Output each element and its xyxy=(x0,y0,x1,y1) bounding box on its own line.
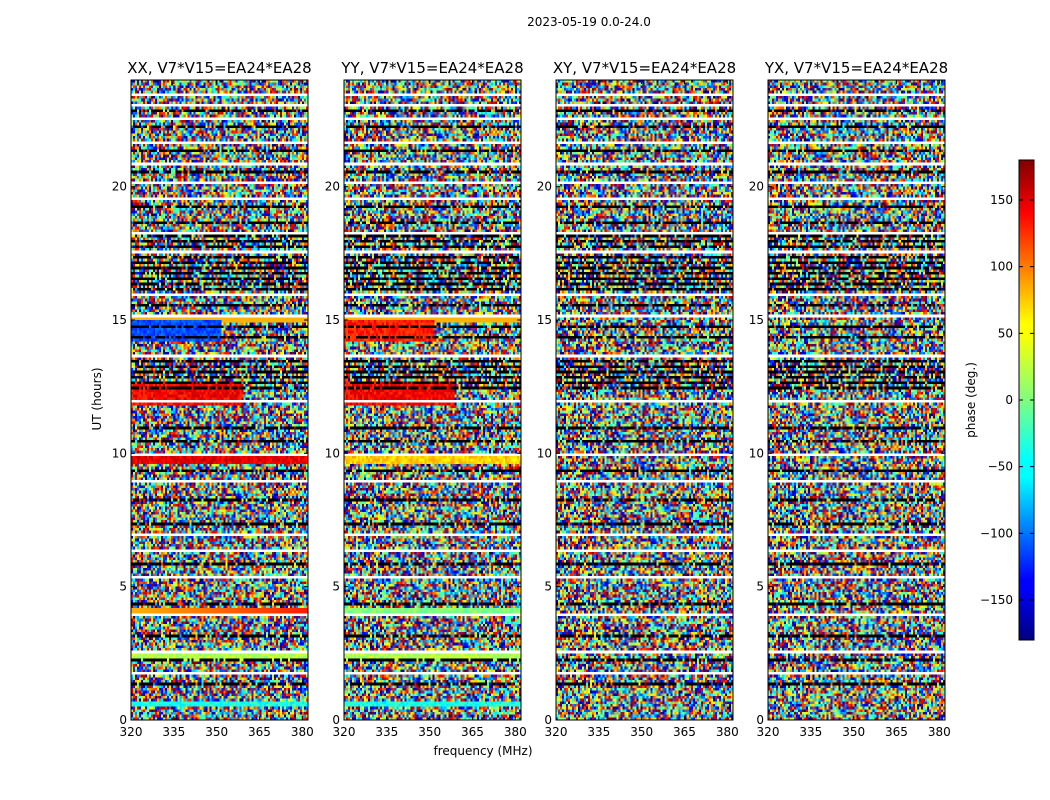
x-tick-label: 335 xyxy=(375,725,398,739)
x-tick-label: 320 xyxy=(545,725,568,739)
panels: XX, V7*V15=EA24*EA28 320 335 350 365 380 0 5 10 1… xyxy=(112,59,951,739)
x-tick-label: 365 xyxy=(248,725,271,739)
colorbar-tick-label: 0 xyxy=(1005,393,1013,407)
y-tick-label: 5 xyxy=(332,580,340,594)
colorbar-ticks: 150 100 50 0 −50 −100 −150 xyxy=(980,193,1034,607)
x-tick-label: 365 xyxy=(885,725,908,739)
x-tick-label: 350 xyxy=(842,725,865,739)
x-tick-label: 365 xyxy=(673,725,696,739)
heatmap-image xyxy=(556,80,733,720)
axes-frame xyxy=(130,79,309,721)
y-tick-label: 10 xyxy=(537,446,552,460)
x-axis-label: frequency (MHz) xyxy=(433,744,532,758)
y-tick-label: 5 xyxy=(119,580,127,594)
panel-xx: XX, V7*V15=EA24*EA28 320 335 350 365 380 0 5 10 1… xyxy=(112,59,314,739)
heatmap-image xyxy=(344,80,521,720)
axes-frame xyxy=(343,79,522,721)
x-tick-label: 380 xyxy=(716,725,739,739)
colorbar-tick-label: −50 xyxy=(988,460,1013,474)
y-tick-label: 5 xyxy=(544,580,552,594)
colorbar-tick-label: −100 xyxy=(980,526,1013,540)
x-tick-label: 350 xyxy=(418,725,441,739)
y-tick-label: 0 xyxy=(756,713,764,727)
colorbar-label: phase (deg.) xyxy=(964,362,978,438)
y-tick-label: 20 xyxy=(325,180,340,194)
axes-frame xyxy=(767,79,946,721)
panel-title: XY, V7*V15=EA24*EA28 xyxy=(553,59,736,77)
y-axis-label: UT (hours) xyxy=(90,367,104,430)
x-tick-label: 350 xyxy=(630,725,653,739)
panel-yy: YY, V7*V15=EA24*EA28 320 335 350 365 380 0 5 10 1… xyxy=(325,59,527,739)
x-tick-label: 320 xyxy=(757,725,780,739)
panel-xy: XY, V7*V15=EA24*EA28 320 335 350 365 380 0 5 10 1… xyxy=(537,59,739,739)
y-tick-label: 20 xyxy=(749,180,764,194)
panel-title: YY, V7*V15=EA24*EA28 xyxy=(340,59,523,77)
panel-title: YX, V7*V15=EA24*EA28 xyxy=(764,59,948,77)
colorbar-tick-label: 50 xyxy=(998,326,1013,340)
x-tick-label: 365 xyxy=(461,725,484,739)
y-tick-label: 15 xyxy=(325,313,340,327)
y-tick-label: 15 xyxy=(537,313,552,327)
y-tick-label: 15 xyxy=(749,313,764,327)
y-tick-label: 20 xyxy=(537,180,552,194)
y-tick-label: 0 xyxy=(332,713,340,727)
axes-frame xyxy=(555,79,734,721)
x-tick-label: 380 xyxy=(928,725,951,739)
x-tick-label: 350 xyxy=(205,725,228,739)
y-tick-label: 10 xyxy=(749,446,764,460)
y-tick-label: 5 xyxy=(756,580,764,594)
y-tick-label: 0 xyxy=(119,713,127,727)
heatmap-image xyxy=(131,80,308,720)
y-tick-label: 20 xyxy=(112,180,127,194)
y-tick-label: 10 xyxy=(325,446,340,460)
y-tick-label: 15 xyxy=(112,313,127,327)
x-tick-label: 320 xyxy=(120,725,143,739)
colorbar-tick-label: −150 xyxy=(980,593,1013,607)
x-tick-label: 320 xyxy=(333,725,356,739)
heatmap-image xyxy=(768,80,945,720)
x-tick-label: 380 xyxy=(504,725,527,739)
colorbar-tick-label: 150 xyxy=(990,193,1013,207)
figure-title: 2023-05-19 0.0-24.0 xyxy=(527,15,651,29)
x-tick-label: 335 xyxy=(587,725,610,739)
panel-title: XX, V7*V15=EA24*EA28 xyxy=(127,59,311,77)
x-tick-label: 335 xyxy=(799,725,822,739)
x-tick-label: 380 xyxy=(291,725,314,739)
panel-yx: YX, V7*V15=EA24*EA28 320 335 350 365 380 0 5 10 1… xyxy=(749,59,951,739)
y-tick-label: 0 xyxy=(544,713,552,727)
y-tick-label: 10 xyxy=(112,446,127,460)
colorbar: 150 100 50 0 −50 −100 −150 phase (deg.) xyxy=(964,159,1035,641)
x-tick-label: 335 xyxy=(162,725,185,739)
colorbar-tick-label: 100 xyxy=(990,260,1013,274)
